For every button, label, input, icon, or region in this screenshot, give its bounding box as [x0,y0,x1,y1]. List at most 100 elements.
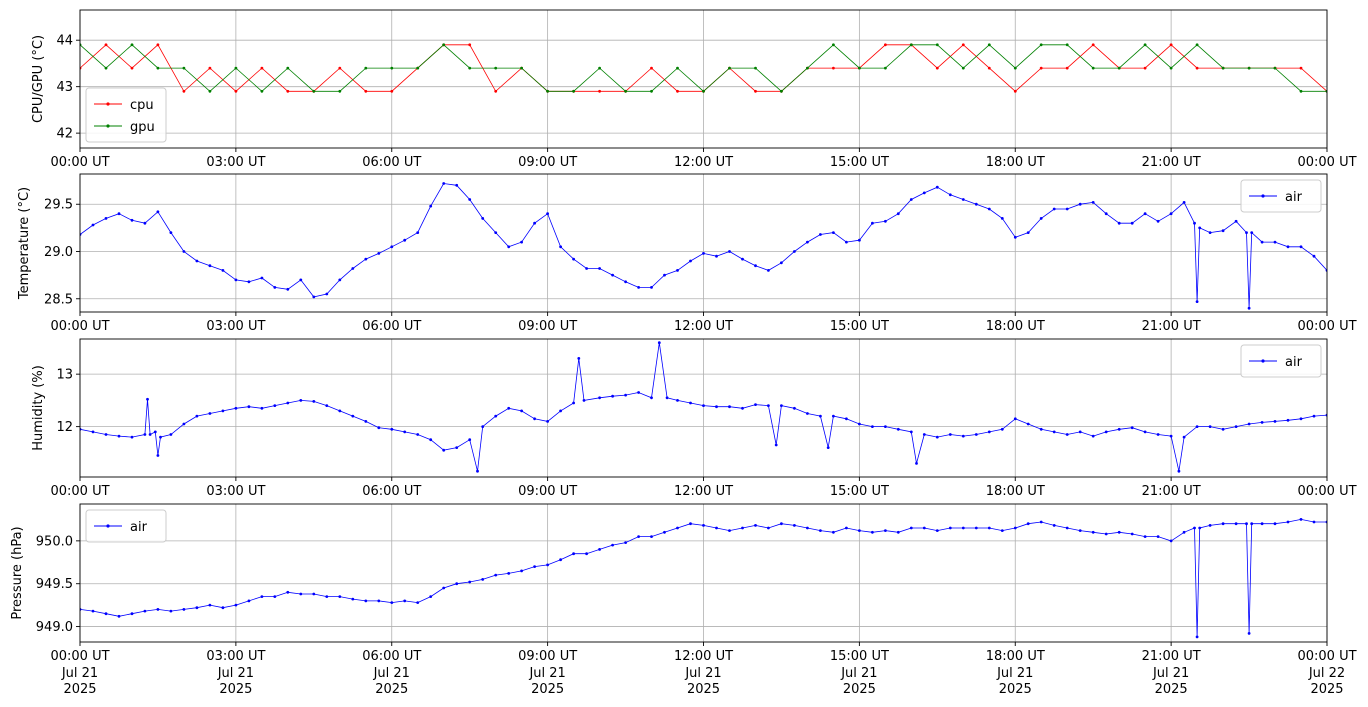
data-point-gpu [182,66,186,70]
data-point-air [1156,535,1160,538]
data-point-air [650,396,653,400]
data-point-air [117,212,121,216]
data-point-air [1198,526,1202,530]
data-point-gpu [546,89,549,93]
data-point-air [806,240,809,244]
data-point-air [476,469,479,473]
chart-panel-2: 28.5 29.0 29.5 Temperature (°C) 00:00 UT 03:0… [17,173,1357,334]
legend-label-cpu: cpu [130,98,154,113]
data-point-air [1221,427,1225,431]
chart-panels: 42 43 44 CPU/GPU (°C) 00:00 UT 03:00 UT 06:00 … [10,9,1357,697]
data-point-gpu [858,66,861,70]
data-point-air [909,430,913,434]
data-point-air [767,404,770,407]
data-point-air [1299,245,1303,249]
x-date-label: Jul 21 [217,666,254,681]
data-point-gpu [1091,66,1095,70]
data-point-air [780,404,783,407]
data-point-air [884,529,887,532]
data-point-air [1299,518,1303,521]
data-point-air [624,393,627,397]
data-point-air [987,526,991,530]
legend-box [85,509,167,543]
y-tick-label: 12 [56,420,73,435]
x-tick-label: 15:00 UT [830,649,889,664]
data-point-air [299,399,303,402]
data-point-cpu [1039,66,1043,70]
data-point-air [1312,414,1316,418]
legend-label-gpu: gpu [130,120,155,135]
data-point-air [260,276,264,280]
data-point-cpu [494,89,498,93]
x-date-label: Jul 21 [840,666,877,681]
data-point-air [845,417,848,421]
data-point-air [338,409,342,413]
data-point-gpu [312,89,316,93]
data-point-air [793,406,796,410]
data-point-air [806,526,809,530]
data-point-air [273,404,277,407]
data-point-air [715,254,718,258]
data-point-air [1143,430,1147,434]
data-point-air [1273,240,1277,244]
data-point-air [1169,212,1173,216]
data-point-air [819,414,822,418]
data-point-gpu [1117,66,1121,70]
data-point-air [182,250,186,253]
data-point-air [494,414,498,418]
data-point-air [208,603,212,607]
data-point-air [455,183,459,187]
data-point-gpu [650,89,653,93]
data-point-gpu [909,43,913,47]
x-date-label: Jul 21 [528,666,565,681]
data-point-gpu [1221,66,1225,70]
data-point-gpu [832,43,835,47]
x-tick-label: 09:00 UT [518,155,577,170]
data-point-air [1078,529,1082,532]
legend-box [1240,179,1322,213]
data-point-air [715,405,718,409]
data-point-gpu [260,89,264,93]
data-point-air [1013,417,1017,421]
data-point-air [582,399,586,402]
legend: air [1240,344,1322,378]
data-point-air [1273,522,1277,526]
data-point-cpu [1013,89,1017,93]
data-point-air [1117,530,1121,534]
data-point-air [1065,207,1069,211]
x-tick-label: 18:00 UT [986,319,1045,334]
data-point-cpu [260,66,264,70]
data-point-gpu [935,43,939,47]
x-tick-label: 06:00 UT [362,484,421,499]
data-point-air [896,427,900,431]
data-point-air [1260,240,1264,244]
data-point-gpu [780,89,783,93]
data-point-air [221,606,225,610]
data-point-air [577,357,581,360]
data-point-air [169,609,173,613]
data-point-air [845,526,848,530]
data-point-air [948,193,952,197]
data-point-air [159,435,162,439]
data-point-air [130,435,134,439]
data-point-air [1195,635,1199,639]
data-point-air [1247,422,1251,426]
data-point-gpu [624,89,627,93]
x-tick-label: 15:00 UT [830,484,889,499]
x-tick-label: 00:00 UT [50,319,109,334]
data-point-gpu [364,66,368,70]
data-point-air [1312,520,1316,524]
data-point-air [481,578,485,581]
data-point-air [935,529,939,532]
data-point-air [286,287,290,291]
x-tick-label: 03:00 UT [206,319,265,334]
x-tick-label: 15:00 UT [830,319,889,334]
data-point-air [871,221,874,225]
data-point-air [1169,539,1173,543]
series-group [80,43,1327,93]
data-point-air [1286,418,1290,422]
data-point-gpu [468,66,472,70]
data-point-cpu [286,89,290,93]
y-tick-label: 29.0 [44,245,73,260]
data-point-air [507,245,511,249]
